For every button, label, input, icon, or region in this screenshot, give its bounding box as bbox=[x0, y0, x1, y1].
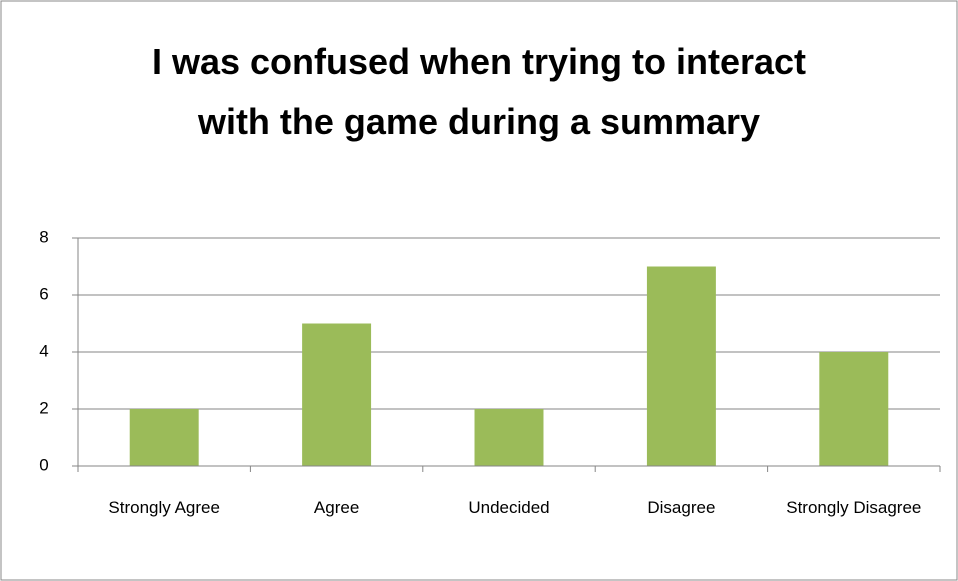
bar bbox=[129, 409, 199, 466]
y-tick-label: 8 bbox=[39, 227, 48, 246]
bar bbox=[819, 352, 889, 466]
x-tick-label: Strongly Disagree bbox=[786, 498, 922, 517]
chart-title: I was confused when trying to interact w… bbox=[151, 41, 807, 142]
x-tick-label: Disagree bbox=[647, 498, 716, 517]
y-tick-label: 2 bbox=[39, 398, 48, 417]
bar bbox=[646, 266, 716, 466]
bar bbox=[302, 323, 372, 466]
x-tick-label: Agree bbox=[313, 498, 360, 517]
x-tick-label: Undecided bbox=[468, 498, 550, 517]
y-tick-label: 6 bbox=[39, 284, 48, 303]
y-tick-label: 4 bbox=[39, 341, 48, 360]
x-tick-label: Strongly Agree bbox=[108, 498, 220, 517]
y-tick-label: 0 bbox=[39, 455, 48, 474]
bar bbox=[474, 409, 544, 466]
